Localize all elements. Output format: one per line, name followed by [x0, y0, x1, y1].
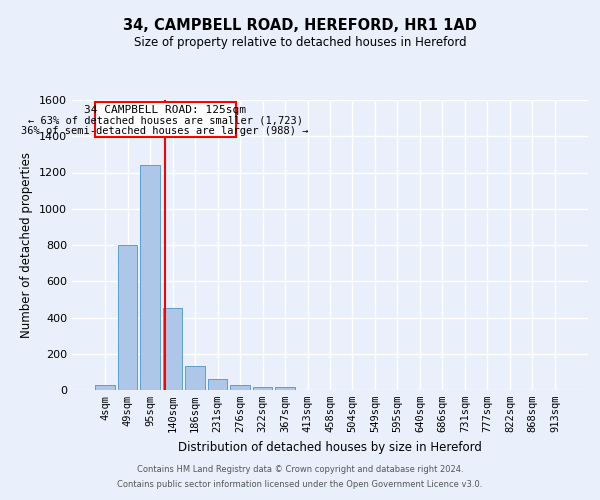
Bar	[253, 388, 272, 390]
Text: Contains HM Land Registry data © Crown copyright and database right 2024.: Contains HM Land Registry data © Crown c…	[137, 465, 463, 474]
Bar	[118, 245, 137, 390]
Text: Contains public sector information licensed under the Open Government Licence v3: Contains public sector information licen…	[118, 480, 482, 489]
Bar	[163, 308, 182, 390]
Bar	[275, 388, 295, 390]
X-axis label: Distribution of detached houses by size in Hereford: Distribution of detached houses by size …	[178, 440, 482, 454]
Text: 34, CAMPBELL ROAD, HEREFORD, HR1 1AD: 34, CAMPBELL ROAD, HEREFORD, HR1 1AD	[123, 18, 477, 32]
Text: 36% of semi-detached houses are larger (988) →: 36% of semi-detached houses are larger (…	[22, 126, 309, 136]
Bar	[185, 366, 205, 390]
Bar	[230, 386, 250, 390]
Bar	[208, 379, 227, 390]
Text: Size of property relative to detached houses in Hereford: Size of property relative to detached ho…	[134, 36, 466, 49]
Text: 34 CAMPBELL ROAD: 125sqm: 34 CAMPBELL ROAD: 125sqm	[84, 104, 246, 115]
Bar	[95, 386, 115, 390]
Y-axis label: Number of detached properties: Number of detached properties	[20, 152, 34, 338]
Bar	[140, 165, 160, 390]
Text: ← 63% of detached houses are smaller (1,723): ← 63% of detached houses are smaller (1,…	[28, 115, 302, 125]
FancyBboxPatch shape	[95, 102, 236, 137]
